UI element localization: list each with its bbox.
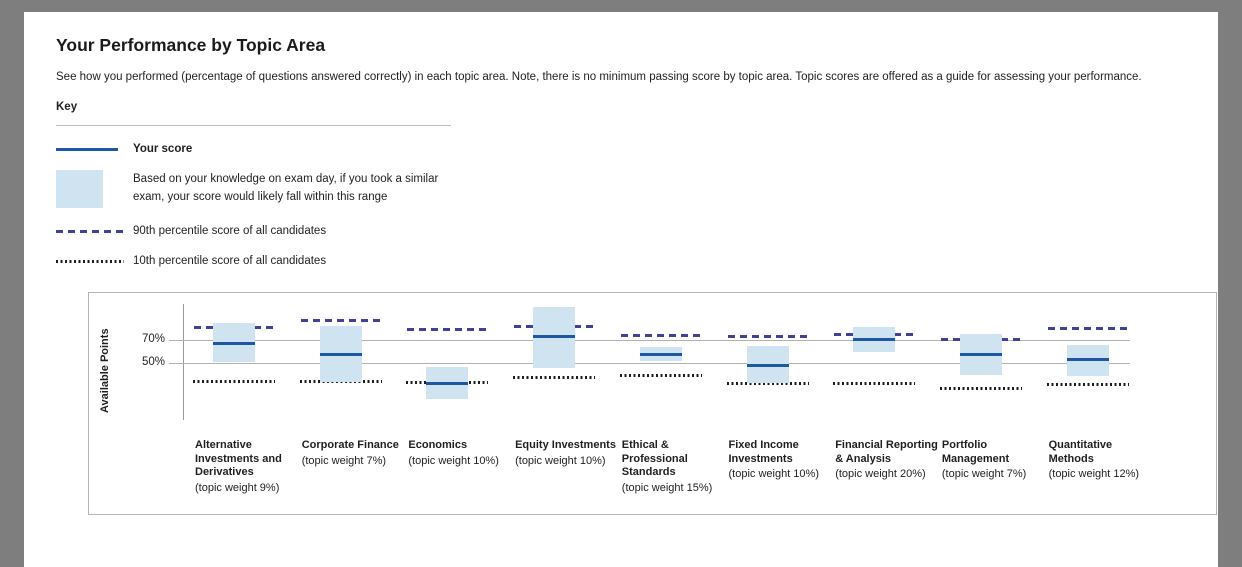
legend-row-90th: 90th percentile score of all candidates <box>56 222 1218 240</box>
p10-line <box>619 374 702 377</box>
page-description: See how you performed (percentage of que… <box>56 71 1142 83</box>
your-score-line <box>319 353 362 357</box>
topic-weight: (topic weight 10%) <box>728 468 820 480</box>
your-score-line <box>213 341 255 345</box>
legend-label-range: Based on your knowledge on exam day, if … <box>133 173 439 203</box>
your-score-line <box>853 338 896 342</box>
topic-label: Alternative Investments and Derivatives (… <box>195 439 299 495</box>
legend: Your score Based on your knowledge on ex… <box>56 140 1218 270</box>
topic-label: Quantitative Methods (topic weight 12%) <box>1049 439 1153 482</box>
your-score-line <box>426 382 469 386</box>
your-score-line <box>533 334 576 338</box>
topic-weight: (topic weight 15%) <box>621 481 713 494</box>
topic-name: Quantitative Methods <box>1048 439 1113 465</box>
topic-label: Equity Investments (topic weight 10%) <box>515 439 619 468</box>
your-score-line <box>746 363 789 367</box>
y-tick-50: 50% <box>141 356 165 368</box>
content-panel: Your Performance by Topic Area See how y… <box>24 12 1218 567</box>
your-score-line <box>1066 357 1109 361</box>
p10-line <box>726 382 809 386</box>
topic-name: Ethical & Professional Standards <box>621 439 688 478</box>
topic-label: Fixed Income Investments (topic weight 10… <box>729 439 833 482</box>
p10-line <box>193 379 275 383</box>
topic-name: Economics <box>408 439 468 451</box>
p90-line <box>407 328 488 331</box>
page-title: Your Performance by Topic Area <box>56 35 326 55</box>
topic-label: Financial Reporting & Analysis (topic wei… <box>835 439 939 482</box>
p90-line <box>620 333 701 337</box>
legend-label-10th: 10th percentile score of all candidates <box>133 255 327 267</box>
topic-name: Corporate Finance <box>301 439 399 451</box>
legend-label-90th: 90th percentile score of all candidates <box>133 225 327 237</box>
topic-name: Portfolio Management <box>941 439 1010 465</box>
topic-name: Equity Investments <box>515 439 616 451</box>
topic-weight: (topic weight 7%) <box>941 468 1027 480</box>
topic-label: Corporate Finance (topic weight 7%) <box>302 439 406 468</box>
topic-weight: (topic weight 12%) <box>1048 468 1140 480</box>
legend-row-10th: 10th percentile score of all candidates <box>56 252 1218 270</box>
gridline-70 <box>169 340 1130 341</box>
p90-line <box>300 318 381 322</box>
p10-line <box>939 386 1022 390</box>
your-score-line <box>959 353 1002 357</box>
topic-label: Portfolio Management (topic weight 7%) <box>942 439 1046 482</box>
p10-line <box>1046 383 1129 387</box>
p90-line <box>727 334 808 338</box>
legend-row-your-score: Your score <box>56 140 1218 158</box>
topic-label: Economics (topic weight 10%) <box>408 439 512 468</box>
topic-name: Financial Reporting & Analysis <box>835 439 938 465</box>
topic-weight: (topic weight 7%) <box>301 454 387 467</box>
gridline-50 <box>169 363 1130 364</box>
legend-label-your-score: Your score <box>133 143 193 155</box>
y-tick-70: 70% <box>141 333 165 345</box>
key-heading: Key <box>56 101 78 113</box>
key-divider <box>56 125 451 126</box>
topic-weight: (topic weight 10%) <box>408 454 499 467</box>
topic-weight: (topic weight 9%) <box>195 481 280 494</box>
p10-line <box>513 376 596 380</box>
score-line-icon <box>56 147 118 151</box>
p10-line <box>833 382 916 386</box>
dotted-line-icon <box>56 259 124 263</box>
y-axis-label: Available Points <box>99 328 111 414</box>
legend-row-range: Based on your knowledge on exam day, if … <box>56 170 1218 208</box>
your-score-line <box>639 353 682 357</box>
dashed-line-icon <box>56 229 124 233</box>
topic-weight: (topic weight 20%) <box>835 468 926 480</box>
range-box-icon <box>56 170 103 208</box>
y-axis-line <box>183 304 184 420</box>
topic-name: Alternative Investments and Derivatives <box>195 439 282 478</box>
p90-line <box>1047 326 1128 330</box>
topic-weight: (topic weight 10%) <box>515 454 606 467</box>
topic-label: Ethical & Professional Standards (topic w… <box>622 439 726 495</box>
performance-chart: Available Points 70% 50% Alternative Inv… <box>88 292 1217 515</box>
topic-name: Fixed Income Investments <box>728 439 799 465</box>
